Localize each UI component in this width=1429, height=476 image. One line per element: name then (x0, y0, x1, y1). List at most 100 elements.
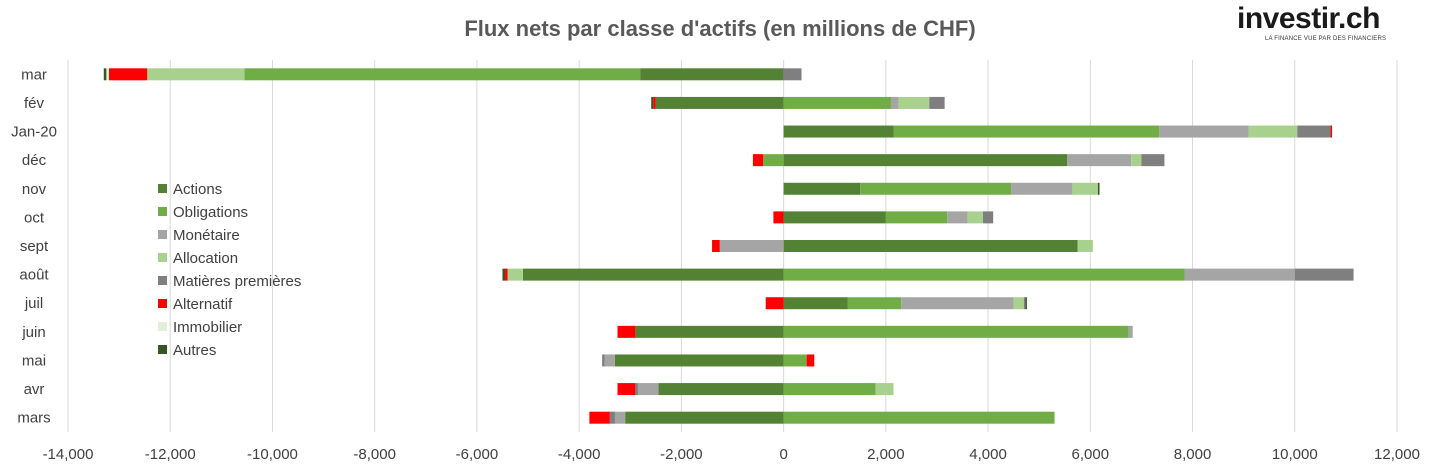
legend-swatch (158, 207, 167, 216)
bar-segment (502, 268, 506, 281)
x-tick-label: 10,000 (1272, 446, 1318, 463)
category-label: déc (22, 152, 47, 169)
bar-segment (773, 211, 784, 224)
bar-segment (653, 96, 656, 109)
bar-segment (617, 325, 636, 338)
legend: Actions Obligations Monétaire Allocation Mat… (158, 181, 301, 359)
bar-segment (783, 325, 1129, 338)
gridlines (67, 60, 1398, 432)
legend-swatch (158, 322, 167, 331)
legend-label: Monétaire (173, 227, 240, 244)
bar-segment (108, 68, 148, 81)
legend-swatch (158, 276, 167, 285)
legend-swatch (158, 184, 167, 193)
category-label: Jan-20 (11, 124, 57, 141)
bar-segment (655, 96, 784, 109)
legend-swatch (158, 253, 167, 262)
bar-segment (783, 211, 886, 224)
bar-segment (783, 268, 1185, 281)
bar-segment (947, 211, 968, 224)
bar-segment (982, 211, 994, 224)
bar-segment (1097, 182, 1100, 195)
bar-segment (602, 354, 605, 367)
legend-swatch (158, 230, 167, 239)
bar-segment (783, 354, 807, 367)
legend-swatch (158, 345, 167, 354)
bar-segment (1072, 182, 1098, 195)
category-label: sept (20, 238, 49, 255)
x-tick-label: 6,000 (1072, 446, 1110, 463)
bar-segment (806, 354, 815, 367)
x-tick-label: 12,000 (1374, 446, 1420, 463)
legend-label: Immobilier (173, 319, 242, 336)
category-label: avr (24, 381, 45, 398)
legend-label: Actions (173, 181, 222, 198)
bar-segment (1141, 154, 1165, 167)
bar-segment (505, 268, 508, 281)
bar-segment (1011, 182, 1073, 195)
bar-segment (522, 268, 784, 281)
category-label: juil (24, 295, 43, 312)
bar-segment (898, 96, 930, 109)
bar-segment (783, 240, 1078, 252)
bar-segment (244, 68, 641, 81)
bar-segment (1025, 297, 1027, 310)
legend-label: Alternatif (173, 296, 233, 313)
bar-segment (1023, 297, 1026, 310)
legend-swatch (158, 299, 167, 308)
investir-logo: investir.ch LA FINANCE VUE PAR DES FINAN… (1237, 2, 1397, 46)
legend-label: Allocation (173, 250, 238, 267)
bar-segment (103, 68, 107, 81)
category-label: mar (21, 66, 47, 83)
bar-segment (875, 383, 894, 396)
bar-segment (614, 354, 784, 367)
category-label: mars (17, 410, 50, 427)
category-label: fév (24, 95, 45, 112)
bar-segment (1297, 125, 1331, 138)
bar-segment (589, 411, 610, 424)
bar-segment (1248, 125, 1298, 138)
bar-segment (752, 154, 764, 167)
bar-segment (783, 68, 802, 81)
bar-segment (783, 125, 894, 138)
legend-label: Obligations (173, 204, 248, 221)
bar-segment (890, 96, 899, 109)
x-tick-label: 4,000 (969, 446, 1007, 463)
category-label: oct (24, 209, 45, 226)
bar-segment (929, 96, 945, 109)
bar-segment (719, 240, 784, 252)
logo-tagline: LA FINANCE VUE PAR DES FINANCIERS (1265, 36, 1387, 42)
bar-segment (640, 68, 784, 81)
bar-segment (635, 383, 638, 396)
bar-segment (609, 411, 615, 424)
category-label: juin (21, 324, 45, 341)
bar-segment (1128, 325, 1133, 338)
bar-segment (765, 297, 784, 310)
bar-segment (763, 154, 784, 167)
bar-segment (635, 325, 784, 338)
bar-segment (147, 68, 245, 81)
bar-segment (604, 354, 615, 367)
bar-segment (651, 96, 654, 109)
bar-segment (106, 68, 109, 81)
bar-segment (614, 411, 626, 424)
bar-segment (1077, 240, 1093, 252)
category-label: nov (22, 181, 47, 198)
bar-segment (637, 383, 659, 396)
x-tick-label: -12,000 (145, 446, 196, 463)
legend-label: Matières premières (173, 273, 301, 290)
bar-segment (617, 383, 636, 396)
x-tick-label: -6,000 (456, 446, 499, 463)
bar-segment (783, 383, 876, 396)
bar-segment (783, 411, 1055, 424)
x-axis-tick-labels: -14,000 -12,000 -10,000 -8,000 -6,000 -4,000 -… (43, 446, 1420, 463)
bar-segment (1159, 125, 1249, 138)
bar-segment (1067, 154, 1132, 167)
chart-title: Flux nets par classe d'actifs (en millio… (464, 16, 975, 41)
logo-text: investir.ch (1237, 2, 1380, 35)
category-label: mai (22, 352, 46, 369)
x-tick-label: -14,000 (43, 446, 94, 463)
x-tick-label: -10,000 (247, 446, 298, 463)
bar-segment (783, 96, 891, 109)
x-tick-label: 0 (779, 446, 787, 463)
